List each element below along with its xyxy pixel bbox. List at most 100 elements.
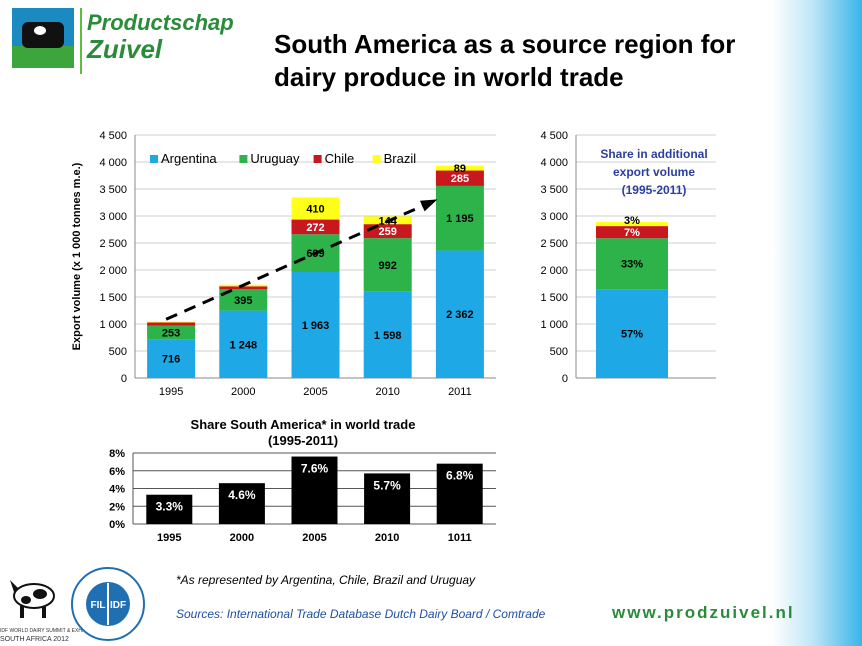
data-label-brazil: 89 — [454, 163, 466, 175]
bar-segment-chile — [219, 286, 268, 290]
data-label-chile: 259 — [379, 226, 397, 238]
bar-segment-brazil — [291, 197, 340, 220]
world-x-tick-label: 1011 — [448, 532, 472, 544]
share-label-brazil: 3% — [624, 215, 640, 227]
data-label-argentina: 1 598 — [374, 330, 402, 342]
main-x-tick-label: 2005 — [303, 386, 327, 398]
bar-segment-chile — [291, 219, 340, 235]
data-label-brazil: 410 — [306, 203, 324, 215]
world-share-bar — [364, 473, 411, 524]
world-x-tick-label: 2000 — [230, 532, 254, 544]
event-logo-small-caption: IDF WORLD DAIRY SUMMIT & EXHIBITION — [0, 628, 101, 634]
bar-segment-uruguay — [363, 238, 412, 292]
data-label-chile: 285 — [451, 173, 469, 185]
legend-label-argentina: Argentina — [161, 151, 217, 166]
footnote: *As represented by Argentina, Chile, Bra… — [176, 573, 476, 587]
bar-segment-argentina — [147, 339, 196, 378]
brand-name-line2: Zuivel — [87, 34, 163, 64]
share-y-tick-label: 4 000 — [540, 157, 568, 169]
share-segment-uruguay — [596, 238, 668, 290]
legend-label-brazil: Brazil — [384, 151, 417, 166]
share-label-chile: 7% — [624, 227, 640, 239]
trend-arrow-line — [165, 200, 433, 321]
share-y-tick-label: 0 — [562, 373, 568, 385]
world-x-tick-label: 2010 — [375, 532, 399, 544]
main-y-tick-label: 2 500 — [99, 238, 127, 250]
main-y-tick-label: 4 000 — [99, 157, 127, 169]
data-label-argentina: 2 362 — [446, 309, 474, 321]
legend-label-chile: Chile — [325, 151, 355, 166]
main-y-tick-label: 0 — [121, 373, 127, 385]
bar-segment-chile — [435, 170, 484, 186]
data-label-argentina: 716 — [162, 354, 180, 366]
bar-segment-uruguay — [147, 325, 196, 340]
world-share-label: 4.6% — [228, 488, 256, 502]
share-y-tick-label: 3 500 — [540, 184, 568, 196]
bar-segment-uruguay — [435, 185, 484, 251]
data-label-argentina: 1 963 — [302, 320, 330, 332]
main-y-axis-label: Export volume (x 1 000 tonnes m.e.) — [71, 162, 83, 350]
data-label-uruguay: 395 — [234, 295, 252, 307]
fil-text: FIL — [91, 600, 106, 611]
slide-title-line1: South America as a source region for — [274, 29, 736, 59]
legend-swatch-chile — [313, 155, 322, 163]
main-x-tick-label: 1995 — [159, 386, 183, 398]
share-chart-title: export volume — [613, 165, 695, 179]
share-y-tick-label: 4 500 — [540, 130, 568, 142]
share-chart-title: (1995-2011) — [622, 183, 687, 197]
world-share-bar — [146, 494, 193, 524]
world-share-label: 3.3% — [156, 500, 184, 514]
data-label-uruguay: 992 — [379, 260, 397, 272]
bar-segment-argentina — [219, 310, 268, 378]
world-share-label: 6.8% — [446, 469, 474, 483]
main-y-tick-label: 3 500 — [99, 184, 127, 196]
bar-segment-brazil — [435, 165, 484, 171]
data-label-argentina: 1 248 — [230, 339, 258, 351]
slide-blue-gradient — [772, 0, 862, 646]
bar-segment-argentina — [291, 271, 340, 378]
legend-swatch-brazil — [372, 155, 381, 163]
share-y-tick-label: 2 500 — [540, 238, 568, 250]
share-segment-brazil — [596, 221, 668, 227]
legend-label-uruguay: Uruguay — [250, 151, 300, 166]
slide-title-line2: dairy produce in world trade — [274, 62, 624, 92]
legend-swatch-uruguay — [239, 155, 248, 163]
share-y-tick-label: 2 000 — [540, 265, 568, 277]
world-share-label: 7.6% — [301, 462, 329, 476]
share-y-tick-label: 500 — [550, 346, 568, 358]
main-y-tick-label: 1 000 — [99, 319, 127, 331]
bar-segment-argentina — [435, 250, 484, 378]
main-x-tick-label: 2010 — [375, 386, 399, 398]
main-y-tick-label: 2 000 — [99, 265, 127, 277]
fil-idf-logo-icon: FIL IDF — [71, 567, 145, 641]
logo-divider — [80, 8, 82, 74]
world-share-bar — [291, 456, 338, 524]
share-segment-argentina — [596, 289, 668, 378]
share-y-tick-label: 1 000 — [540, 319, 568, 331]
main-x-tick-label: 2011 — [448, 386, 472, 398]
main-y-tick-label: 500 — [109, 346, 127, 358]
world-share-title: (1995-2011) — [268, 433, 338, 448]
main-y-tick-label: 1 500 — [99, 292, 127, 304]
world-y-tick-label: 8% — [109, 448, 125, 460]
bar-segment-chile — [147, 322, 196, 326]
event-logo-caption: SOUTH AFRICA 2012 — [0, 636, 69, 643]
sources-note: Sources: International Trade Database Du… — [176, 607, 546, 621]
productschap-logo-icon — [12, 8, 74, 68]
data-label-chile: 272 — [306, 222, 324, 234]
website-url: www.prodzuivel.nl — [612, 603, 795, 622]
share-y-tick-label: 3 000 — [540, 211, 568, 223]
share-segment-chile — [596, 226, 668, 239]
world-y-tick-label: 4% — [109, 484, 125, 496]
slide-title: South America as a source region for dai… — [274, 28, 814, 94]
cow-mascot-logo-icon — [10, 580, 55, 618]
bar-segment-brazil — [147, 321, 196, 323]
world-y-tick-label: 0% — [109, 519, 125, 531]
main-x-tick-label: 2000 — [231, 386, 255, 398]
bar-segment-argentina — [363, 291, 412, 378]
main-y-tick-label: 3 000 — [99, 211, 127, 223]
data-label-uruguay: 1 195 — [446, 213, 474, 225]
world-x-tick-label: 2005 — [302, 532, 326, 544]
share-label-argentina: 57% — [621, 329, 643, 341]
